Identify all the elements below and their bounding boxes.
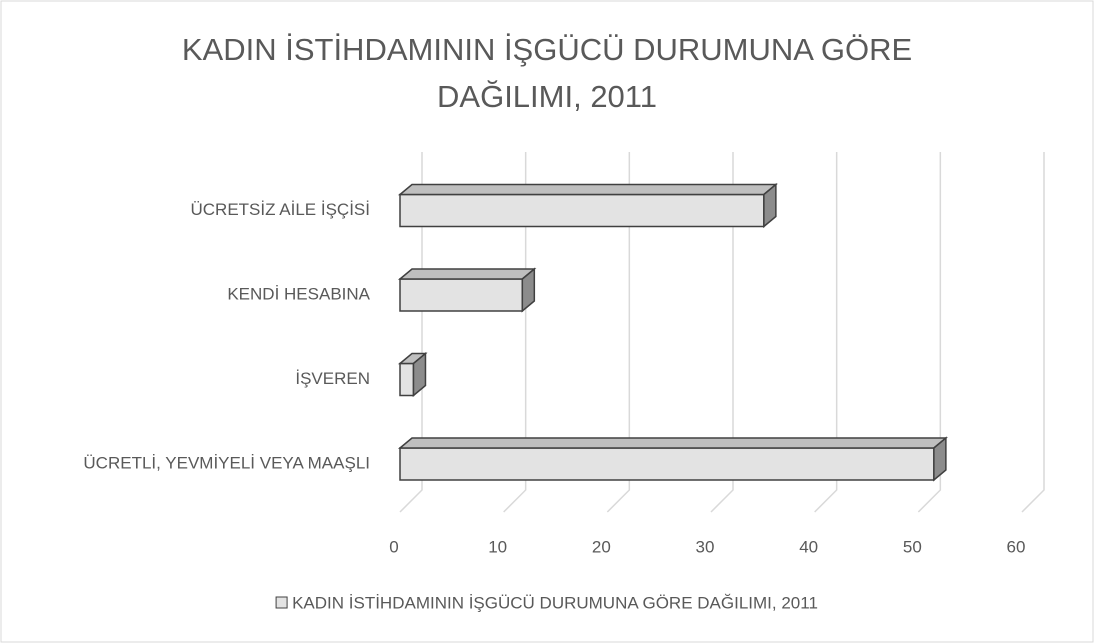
x-tick-label: 40	[799, 537, 818, 556]
legend-label: KADIN İSTİHDAMININ İŞGÜCÜ DURUMUNA GÖRE …	[292, 593, 818, 612]
grid-line	[1021, 152, 1045, 513]
bar-top	[397, 437, 948, 449]
bar-front	[399, 193, 765, 228]
bar-side	[412, 351, 427, 398]
bar-front	[399, 447, 935, 481]
grid-line	[503, 152, 527, 513]
bar-front	[399, 278, 524, 312]
grid-line	[917, 152, 942, 513]
x-tick-label: 30	[696, 537, 715, 556]
bar-side	[933, 436, 947, 482]
chart-title: KADIN İSTİHDAMININ İŞGÜCÜ DURUMUNA GÖRE …	[181, 32, 913, 114]
bar-side	[521, 267, 536, 313]
bar-side	[763, 182, 777, 229]
x-tick-label: 10	[488, 537, 507, 556]
x-tick-label: 0	[389, 537, 398, 556]
grid-line	[710, 152, 734, 513]
legend-swatch	[275, 596, 288, 609]
bar-top	[397, 268, 537, 280]
y-tick-label: ÜCRETSİZ AİLE İŞÇİSİ	[191, 200, 371, 219]
grid-line	[814, 152, 838, 513]
grid-line	[399, 152, 423, 513]
y-tick-label: İŞVEREN	[295, 369, 370, 388]
x-tick-label: 20	[592, 537, 611, 556]
bar-front	[399, 362, 415, 397]
y-tick-label: ÜCRETLİ, YEVMİYELİ VEYA MAAŞLI	[83, 453, 370, 472]
bar-top	[397, 183, 778, 196]
grid-line	[606, 152, 631, 513]
x-tick-label: 60	[1007, 537, 1026, 556]
y-tick-label: KENDİ HESABINA	[227, 284, 370, 303]
x-tick-label: 50	[903, 537, 922, 556]
